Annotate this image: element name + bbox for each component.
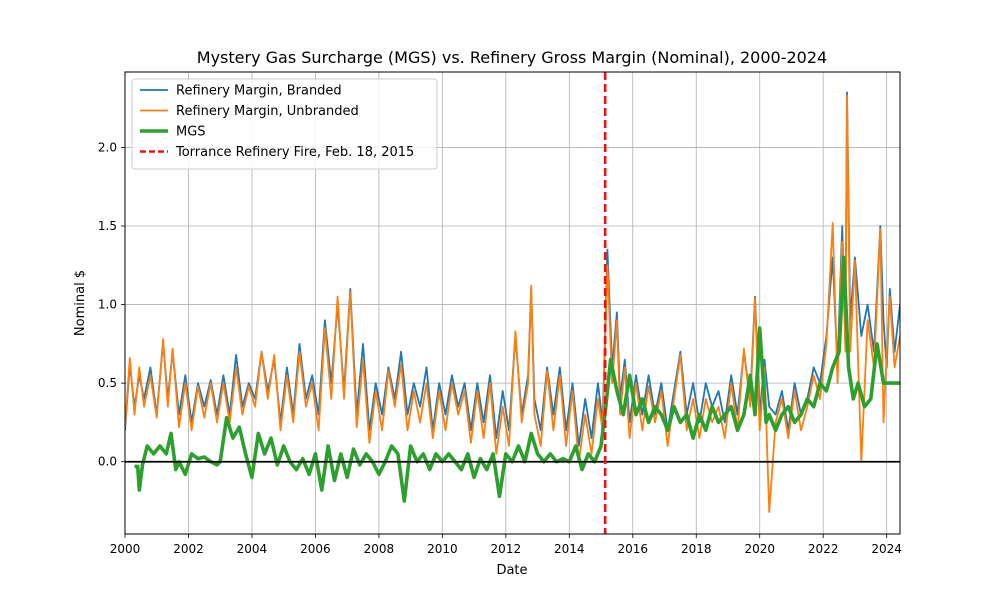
legend-box (131, 78, 438, 170)
y-tick-label: 0.5 (98, 376, 117, 390)
plot-area (125, 72, 900, 534)
y-tick-label: 1.0 (98, 298, 117, 312)
x-tick-label: 2024 (871, 542, 902, 556)
legend: Refinery Margin, Branded Refinery Margin,… (131, 78, 438, 170)
x-tick-label: 2000 (110, 542, 141, 556)
legend-label: MGS (176, 125, 206, 140)
x-tick-label: 2018 (681, 542, 712, 556)
chart-title: Mystery Gas Surcharge (MGS) vs. Refinery… (197, 48, 827, 67)
x-tick-label: 2012 (491, 542, 522, 556)
y-tick-label: 0.0 (98, 455, 117, 469)
x-tick-label: 2014 (554, 542, 585, 556)
y-tick-label: 2.0 (98, 140, 117, 154)
x-tick-label: 2020 (744, 542, 775, 556)
y-axis-label: Nominal $ (73, 270, 88, 336)
x-axis-label: Date (496, 563, 527, 578)
series-line-mgs (134, 255, 900, 503)
x-tick-label: 2008 (364, 542, 395, 556)
x-tick-label: 2002 (173, 542, 204, 556)
series-line-refinery-margin-unbranded (125, 94, 900, 513)
x-tick-label: 2022 (808, 542, 839, 556)
legend-label: Torrance Refinery Fire, Feb. 18, 2015 (175, 145, 414, 160)
x-tick-label: 2006 (300, 542, 331, 556)
legend-label: Refinery Margin, Branded (176, 84, 342, 99)
plot-frame (124, 71, 901, 535)
y-tick-label: 1.5 (98, 219, 117, 233)
x-tick-label: 2016 (618, 542, 649, 556)
x-tick-label: 2010 (427, 542, 458, 556)
x-tick-label: 2004 (237, 542, 268, 556)
legend-label: Refinery Margin, Unbranded (176, 104, 359, 119)
axis-ticks: 2000 2002 2004 2006 2008 2010 2012 2014 2016 2018… (98, 140, 902, 556)
